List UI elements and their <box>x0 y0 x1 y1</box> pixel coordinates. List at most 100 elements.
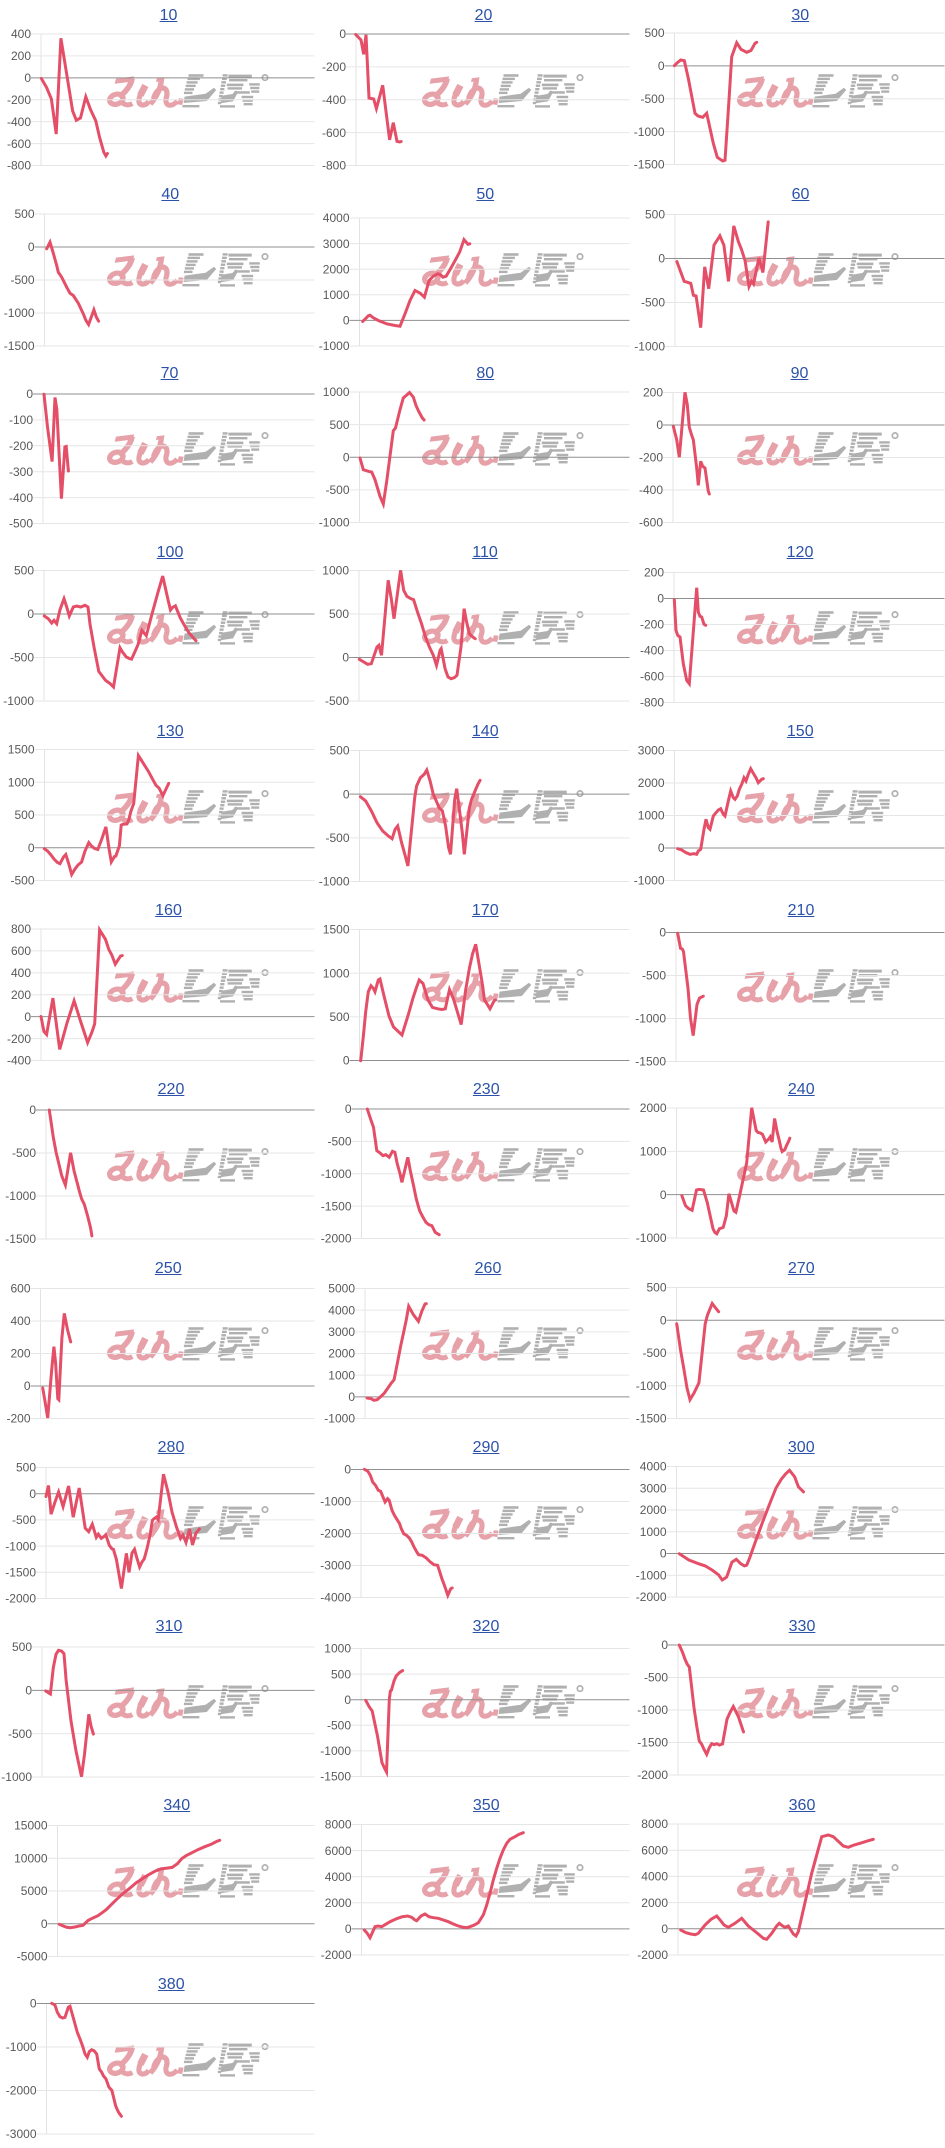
svg-text:-400: -400 <box>322 93 346 107</box>
svg-text:-500: -500 <box>327 1135 351 1149</box>
svg-text:0: 0 <box>28 240 35 254</box>
svg-text:1000: 1000 <box>322 564 349 578</box>
svg-text:-2000: -2000 <box>636 1590 667 1604</box>
svg-text:6000: 6000 <box>641 1843 668 1857</box>
svg-text:1000: 1000 <box>638 809 665 823</box>
svg-text:0: 0 <box>343 450 350 464</box>
svg-text:600: 600 <box>10 1282 30 1296</box>
svg-text:-1000: -1000 <box>634 340 665 354</box>
svg-text:8000: 8000 <box>641 1817 668 1831</box>
svg-text:6000: 6000 <box>325 1844 352 1858</box>
svg-text:-1000: -1000 <box>6 2040 37 2054</box>
svg-text:-1000: -1000 <box>634 874 665 888</box>
svg-text:200: 200 <box>643 386 663 400</box>
svg-text:0: 0 <box>24 1379 31 1393</box>
svg-text:0: 0 <box>348 1390 355 1404</box>
svg-text:-200: -200 <box>640 618 664 632</box>
svg-text:-1000: -1000 <box>324 1412 355 1426</box>
svg-text:-3000: -3000 <box>6 2127 37 2141</box>
svg-text:-1000: -1000 <box>5 1189 36 1203</box>
svg-text:600: 600 <box>11 944 31 958</box>
svg-text:5000: 5000 <box>21 1884 48 1898</box>
svg-text:-1500: -1500 <box>320 1770 351 1784</box>
svg-text:-1500: -1500 <box>637 1736 668 1750</box>
svg-text:-800: -800 <box>322 159 346 173</box>
svg-text:-1500: -1500 <box>5 1232 36 1246</box>
svg-text:2000: 2000 <box>640 1101 667 1115</box>
svg-text:500: 500 <box>12 1640 32 1654</box>
svg-text:-1000: -1000 <box>636 1568 667 1582</box>
svg-text:1000: 1000 <box>640 1525 667 1539</box>
svg-text:2000: 2000 <box>325 1896 352 1910</box>
svg-text:1000: 1000 <box>8 775 35 789</box>
svg-text:4000: 4000 <box>323 211 350 225</box>
svg-text:4000: 4000 <box>325 1870 352 1884</box>
svg-text:4000: 4000 <box>328 1303 355 1317</box>
svg-text:0: 0 <box>24 71 31 85</box>
svg-text:0: 0 <box>344 1693 351 1707</box>
svg-text:0: 0 <box>656 418 663 432</box>
svg-text:0: 0 <box>26 387 33 401</box>
svg-text:-500: -500 <box>644 1671 668 1685</box>
svg-text:0: 0 <box>660 1313 667 1327</box>
svg-text:-500: -500 <box>642 1346 666 1360</box>
svg-text:-400: -400 <box>640 644 664 658</box>
svg-text:0: 0 <box>25 1684 32 1698</box>
svg-text:5000: 5000 <box>328 1282 355 1296</box>
svg-text:-500: -500 <box>325 483 349 497</box>
svg-text:-1500: -1500 <box>5 1566 36 1580</box>
svg-text:0: 0 <box>660 1188 667 1202</box>
svg-text:0: 0 <box>343 1054 350 1068</box>
svg-text:800: 800 <box>11 922 31 936</box>
svg-text:-1000: -1000 <box>319 516 350 530</box>
svg-text:-2000: -2000 <box>637 1768 668 1782</box>
svg-text:-400: -400 <box>7 115 31 129</box>
svg-text:-200: -200 <box>7 1032 31 1046</box>
svg-text:-1000: -1000 <box>320 1495 351 1509</box>
svg-text:4000: 4000 <box>641 1870 668 1884</box>
svg-text:500: 500 <box>329 418 349 432</box>
svg-text:2000: 2000 <box>638 776 665 790</box>
svg-text:0: 0 <box>28 841 35 855</box>
svg-text:0: 0 <box>27 607 34 621</box>
svg-text:-1500: -1500 <box>636 1412 667 1426</box>
svg-text:10000: 10000 <box>14 1851 48 1865</box>
svg-text:-1500: -1500 <box>321 1199 352 1213</box>
svg-text:2000: 2000 <box>640 1503 667 1517</box>
svg-text:0: 0 <box>30 1997 37 2011</box>
svg-text:-400: -400 <box>9 491 33 505</box>
svg-text:2000: 2000 <box>323 262 350 276</box>
svg-text:200: 200 <box>644 566 664 580</box>
svg-text:-300: -300 <box>9 465 33 479</box>
svg-text:-2000: -2000 <box>321 1232 352 1246</box>
svg-text:500: 500 <box>14 207 34 221</box>
svg-text:-500: -500 <box>9 517 33 531</box>
svg-text:15000: 15000 <box>14 1819 48 1833</box>
svg-text:-500: -500 <box>8 1727 32 1741</box>
svg-text:0: 0 <box>342 651 349 665</box>
svg-text:-600: -600 <box>7 137 31 151</box>
svg-text:3000: 3000 <box>328 1325 355 1339</box>
svg-text:-2000: -2000 <box>320 1527 351 1541</box>
svg-text:400: 400 <box>11 966 31 980</box>
svg-text:8000: 8000 <box>325 1818 352 1832</box>
svg-text:-600: -600 <box>639 516 663 530</box>
svg-text:1000: 1000 <box>640 1145 667 1159</box>
svg-text:1000: 1000 <box>323 966 350 980</box>
svg-text:0: 0 <box>658 59 665 73</box>
svg-text:-600: -600 <box>640 670 664 684</box>
svg-text:-1500: -1500 <box>634 158 665 172</box>
svg-text:-500: -500 <box>327 1719 351 1733</box>
svg-text:500: 500 <box>331 1667 351 1681</box>
svg-text:-1000: -1000 <box>636 1379 667 1393</box>
svg-text:-1000: -1000 <box>636 1231 667 1245</box>
svg-text:-800: -800 <box>7 159 31 173</box>
svg-text:-500: -500 <box>640 92 664 106</box>
svg-text:-200: -200 <box>322 60 346 74</box>
svg-text:1000: 1000 <box>328 1368 355 1382</box>
svg-text:-1000: -1000 <box>634 125 665 139</box>
svg-text:-100: -100 <box>9 413 33 427</box>
svg-text:-200: -200 <box>6 1412 30 1426</box>
svg-text:-600: -600 <box>322 126 346 140</box>
svg-text:-500: -500 <box>10 651 34 665</box>
